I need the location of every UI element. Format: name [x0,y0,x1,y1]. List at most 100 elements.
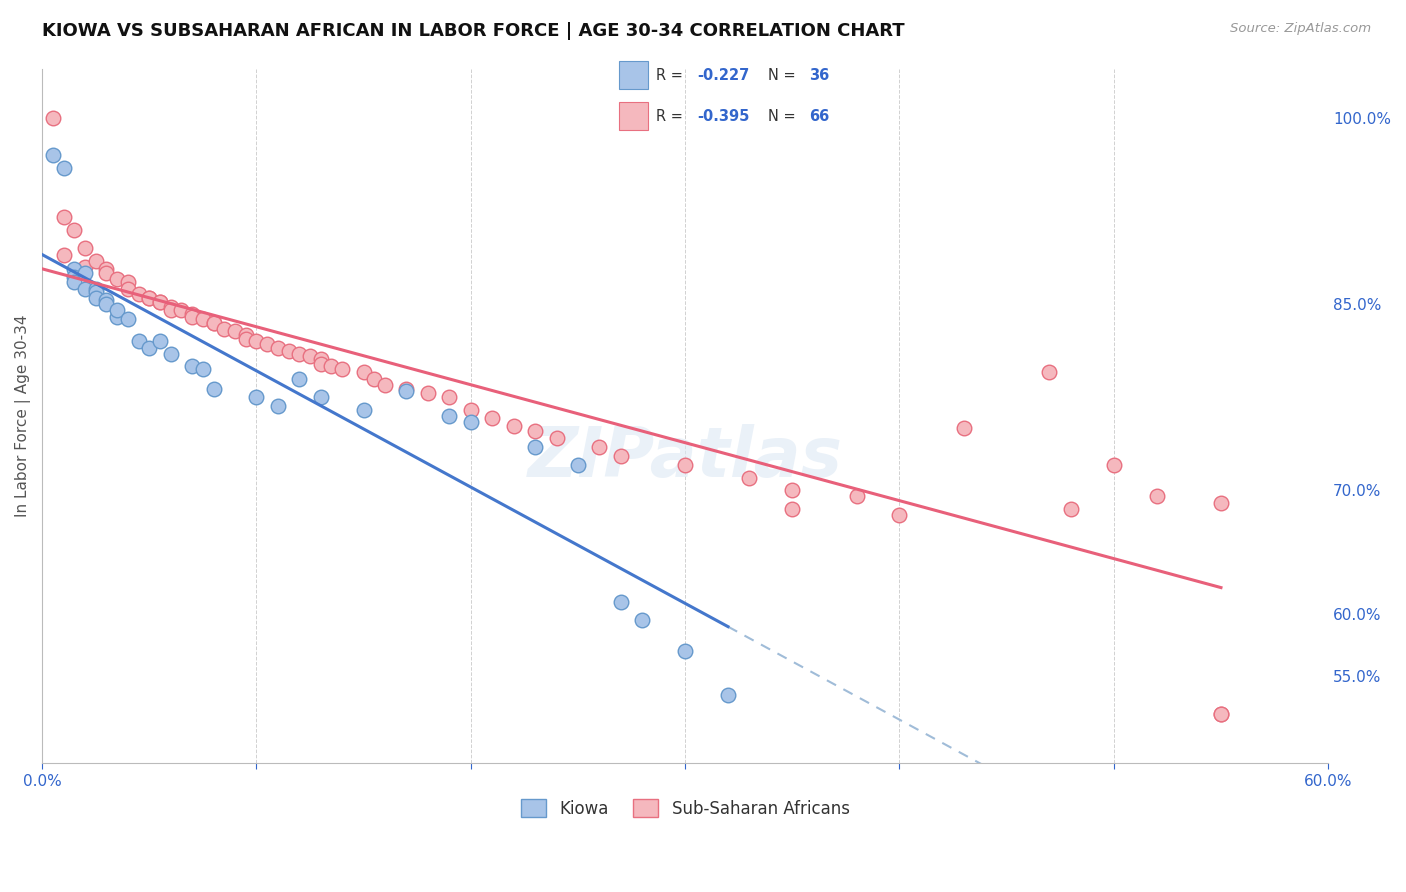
Sub-Saharan Africans [1209,706,1232,721]
Sub-Saharan Africans [277,344,299,359]
Kiowa [267,399,290,413]
Kiowa [245,390,267,404]
Sub-Saharan Africans [460,402,482,417]
Kiowa [105,310,128,324]
Sub-Saharan Africans [395,382,418,396]
Text: ZIPatlas: ZIPatlas [527,424,842,491]
Kiowa [84,282,107,296]
Text: N =: N = [768,109,800,124]
Sub-Saharan Africans [170,303,193,318]
Sub-Saharan Africans [202,316,225,330]
Bar [620,62,648,89]
Kiowa [149,334,172,349]
Kiowa [96,293,118,308]
Text: Source: ZipAtlas.com: Source: ZipAtlas.com [1230,22,1371,36]
Sub-Saharan Africans [363,371,385,385]
Kiowa [460,415,482,429]
Legend: Kiowa, Sub-Saharan Africans: Kiowa, Sub-Saharan Africans [515,793,856,824]
Sub-Saharan Africans [159,300,181,314]
Sub-Saharan Africans [245,334,267,349]
Sub-Saharan Africans [309,351,332,366]
Text: KIOWA VS SUBSAHARAN AFRICAN IN LABOR FORCE | AGE 30-34 CORRELATION CHART: KIOWA VS SUBSAHARAN AFRICAN IN LABOR FOR… [42,22,905,40]
Kiowa [73,282,96,296]
Sub-Saharan Africans [299,349,322,363]
Kiowa [159,347,181,361]
Kiowa [567,458,589,473]
Kiowa [717,688,740,702]
Sub-Saharan Africans [952,421,974,435]
Sub-Saharan Africans [138,291,160,305]
Sub-Saharan Africans [782,483,804,498]
Kiowa [631,614,654,628]
Sub-Saharan Africans [181,307,204,321]
Sub-Saharan Africans [889,508,911,522]
Sub-Saharan Africans [524,424,547,438]
Sub-Saharan Africans [96,262,118,277]
Sub-Saharan Africans [353,366,375,380]
Sub-Saharan Africans [546,431,568,445]
Text: N =: N = [768,68,800,83]
Sub-Saharan Africans [224,325,246,339]
Sub-Saharan Africans [588,440,610,454]
Sub-Saharan Africans [309,357,332,371]
Sub-Saharan Africans [117,282,139,296]
Sub-Saharan Africans [416,386,439,401]
Kiowa [105,303,128,318]
Sub-Saharan Africans [1038,366,1060,380]
Kiowa [439,409,461,423]
Kiowa [117,312,139,326]
Bar [620,102,648,130]
Kiowa [52,161,75,175]
Sub-Saharan Africans [202,316,225,330]
Kiowa [96,297,118,311]
Kiowa [138,341,160,355]
Sub-Saharan Africans [439,390,461,404]
Text: 66: 66 [810,109,830,124]
Kiowa [395,384,418,398]
Sub-Saharan Africans [673,458,696,473]
Sub-Saharan Africans [96,266,118,280]
Text: R =: R = [655,68,688,83]
Sub-Saharan Africans [52,211,75,225]
Sub-Saharan Africans [330,361,353,376]
Sub-Saharan Africans [738,471,761,485]
Sub-Saharan Africans [267,341,290,355]
Sub-Saharan Africans [52,247,75,261]
Sub-Saharan Africans [73,241,96,255]
Kiowa [84,285,107,299]
Sub-Saharan Africans [149,294,172,309]
Kiowa [63,262,86,277]
Sub-Saharan Africans [73,260,96,274]
Sub-Saharan Africans [235,332,257,346]
Kiowa [353,402,375,417]
Kiowa [63,269,86,284]
Kiowa [673,644,696,658]
Text: R =: R = [655,109,688,124]
Kiowa [181,359,204,374]
Kiowa [202,382,225,396]
Sub-Saharan Africans [1102,458,1125,473]
Text: -0.395: -0.395 [697,109,749,124]
Sub-Saharan Africans [1209,496,1232,510]
Sub-Saharan Africans [1209,706,1232,721]
Kiowa [128,334,150,349]
Sub-Saharan Africans [149,294,172,309]
Sub-Saharan Africans [782,501,804,516]
Kiowa [610,595,633,609]
Sub-Saharan Africans [128,287,150,301]
Sub-Saharan Africans [105,272,128,286]
Sub-Saharan Africans [181,310,204,324]
Sub-Saharan Africans [481,411,503,425]
Sub-Saharan Africans [42,111,65,125]
Kiowa [309,390,332,404]
Sub-Saharan Africans [191,312,214,326]
Kiowa [191,361,214,376]
Sub-Saharan Africans [117,275,139,289]
Kiowa [73,266,96,280]
Y-axis label: In Labor Force | Age 30-34: In Labor Force | Age 30-34 [15,315,31,517]
Kiowa [288,371,311,385]
Kiowa [63,275,86,289]
Sub-Saharan Africans [235,328,257,343]
Sub-Saharan Africans [288,347,311,361]
Sub-Saharan Africans [374,377,396,392]
